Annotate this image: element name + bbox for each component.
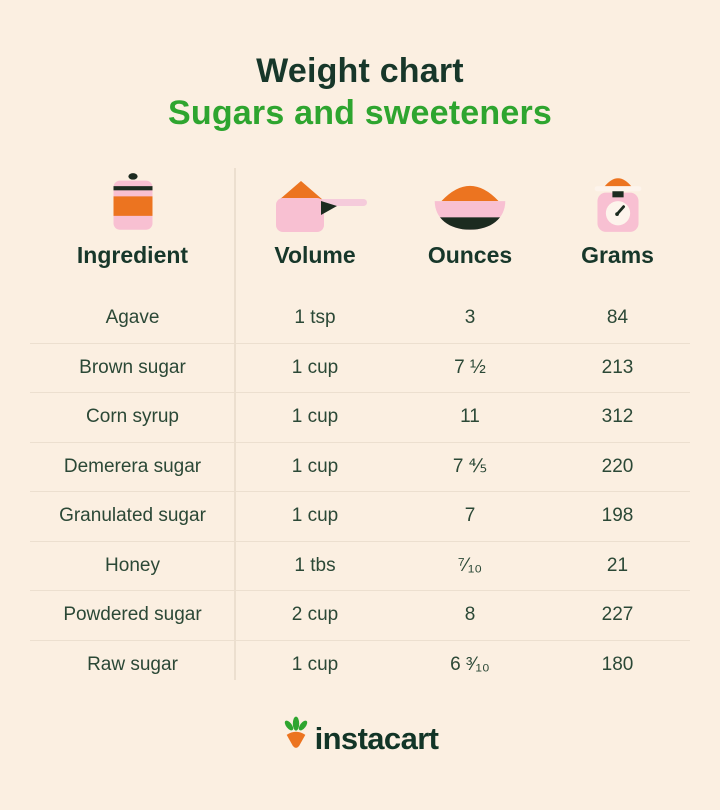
measuring-cup-icon [263,160,367,232]
ounces-cell: 7 [464,505,476,527]
table-row: Honey 1 tbs ⁷⁄₁₀ 21 [30,542,690,591]
instacart-carrot-icon [282,716,310,754]
volume-cell: 1 cup [291,406,339,428]
volume-cell: 1 cup [291,654,339,676]
ingredient-cell: Raw sugar [87,654,178,676]
jar-icon [107,160,159,232]
title-block: Weight chart Sugars and sweeteners [0,50,720,134]
volume-cell: 2 cup [291,604,339,626]
page-subtitle: Sugars and sweeteners [167,94,553,132]
column-header-label: Volume [274,242,356,268]
ounces-cell: 6 ³⁄₁₀ [450,654,490,676]
instacart-wordmark: instacart [314,721,439,756]
weight-table: Ingredient Volume [30,160,690,690]
column-header-ingredient: Ingredient [30,160,235,272]
table-row: Demerera sugar 1 cup 7 ⅘ 220 [30,443,690,492]
volume-cell: 1 cup [291,455,339,477]
column-divider [234,168,236,680]
column-header-ounces: Ounces [395,160,545,272]
column-header-volume: Volume [235,160,395,272]
grams-cell: 180 [601,654,634,676]
volume-cell: 1 tsp [294,307,336,329]
ingredient-cell: Brown sugar [79,356,186,378]
ounces-cell: 7 ⅘ [452,456,488,478]
table-header: Ingredient Volume [30,160,690,272]
grams-cell: 21 [606,554,629,576]
page-title: Weight chart [256,52,464,90]
volume-cell: 1 cup [291,356,339,378]
ounces-cell: 7 ½ [454,356,486,378]
table-row: Granulated sugar 1 cup 7 198 [30,492,690,542]
grams-cell: 198 [601,505,634,527]
table-body: Agave 1 tsp 3 84 Brown sugar 1 cup 7 ½ 2… [30,294,690,690]
ingredient-cell: Powdered sugar [63,604,202,626]
bowl-icon [429,160,511,232]
column-header-label: Ounces [427,242,513,268]
ingredient-cell: Corn syrup [86,406,179,428]
table-row: Brown sugar 1 cup 7 ½ 213 [30,344,690,393]
table-row: Agave 1 tsp 3 84 [30,294,690,344]
grams-cell: 213 [601,356,634,378]
column-header-grams: Grams [545,160,690,272]
ounces-cell: 3 [464,307,476,329]
ounces-cell: ⁷⁄₁₀ [457,554,483,576]
column-header-label: Ingredient [76,242,189,268]
ingredient-cell: Honey [105,554,160,576]
ingredient-cell: Demerera sugar [63,455,202,477]
volume-cell: 1 tbs [294,554,336,576]
ounces-cell: 11 [460,406,480,428]
ingredient-cell: Agave [105,307,160,329]
table-row: Powdered sugar 2 cup 8 227 [30,591,690,641]
table-row: Raw sugar 1 cup 6 ³⁄₁₀ 180 [30,641,690,691]
kitchen-scale-icon [590,160,646,232]
brand-footer: instacart [0,716,720,762]
table-row: Corn syrup 1 cup 11 312 [30,393,690,443]
column-header-label: Grams [581,242,654,268]
grams-cell: 227 [601,604,634,626]
grams-cell: 84 [606,307,629,329]
ounces-cell: 8 [464,604,476,626]
grams-cell: 220 [601,455,634,477]
volume-cell: 1 cup [291,505,339,527]
grams-cell: 312 [601,406,634,428]
ingredient-cell: Granulated sugar [59,505,206,527]
